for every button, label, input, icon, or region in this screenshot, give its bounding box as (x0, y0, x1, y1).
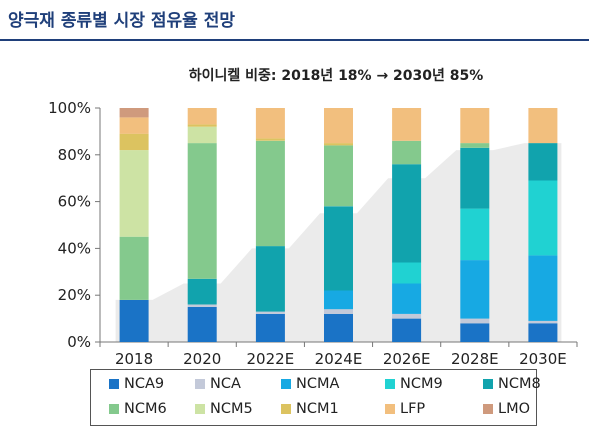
y-tick-label: 40% (58, 239, 91, 257)
bar-segment-nca9 (187, 306, 217, 342)
bar-segment-lfp (187, 108, 217, 125)
legend-label: NCM1 (296, 401, 339, 417)
legend-item-lmo: LMO (483, 401, 530, 417)
bar-segment-ncm1 (187, 124, 217, 127)
legend-item-lfp: LFP (385, 401, 425, 417)
bar-segment-lfp (392, 108, 422, 141)
bar-segment-nca9 (528, 323, 558, 342)
axes: 0% 20% 40% 60% 80% 100% 2018 2020 2022E 2024E 2026… (48, 99, 578, 368)
bar-segment-ncma (324, 290, 353, 310)
legend-swatch (195, 404, 205, 414)
bar-segment-ncm6 (255, 140, 285, 247)
y-tick-label: 60% (58, 193, 91, 211)
legend-swatch (385, 404, 395, 414)
bar-segment-lfp (460, 108, 490, 144)
legend-swatch (109, 404, 119, 414)
legend-label: NCMA (296, 376, 340, 392)
legend-label: NCM5 (210, 401, 253, 417)
legend-item-ncm6: NCM6 (109, 401, 167, 417)
bar-segment-ncm9 (392, 262, 422, 284)
legend-swatch (281, 379, 291, 389)
bar-segment-ncm8 (324, 206, 353, 291)
legend-label: NCM6 (124, 401, 167, 417)
bar-segment-ncm9 (528, 180, 558, 256)
x-tick-label: 2030E (519, 350, 567, 368)
bar-segment-ncma (460, 260, 490, 319)
chart-legend: NCA9 NCA NCMA NCM9 NCM8 NCM6 NCM5 NCM1 LFP LMO (90, 369, 541, 426)
bar-segment-ncm1 (255, 138, 285, 141)
bar-segment-ncm6 (324, 145, 353, 207)
bar-segment-ncm6 (392, 140, 422, 165)
legend-item-ncm5: NCM5 (195, 401, 253, 417)
chart-title: 하이니켈 비중: 2018년 18% → 2030년 85% (189, 67, 484, 84)
bar-segment-ncm1 (324, 143, 353, 146)
x-tick-label: 2024E (315, 350, 363, 368)
bar-segment-ncma (392, 283, 422, 314)
x-tick-label: 2022E (247, 350, 295, 368)
bar-segment-ncm8 (187, 278, 217, 305)
bar-segment-nca (255, 311, 285, 314)
legend-label: NCA (210, 376, 241, 392)
bar-segment-ncm9 (460, 208, 490, 261)
x-tick-label: 2026E (383, 350, 431, 368)
y-tick-label: 20% (58, 286, 91, 304)
y-tick-label: 100% (48, 99, 91, 117)
stacked-bar-chart: 하이니켈 비중: 2018년 18% → 2030년 85% 0% 20% 40% 6… (48, 67, 578, 368)
bar-segment-nca9 (119, 299, 149, 342)
legend-swatch (483, 379, 493, 389)
bar-segment-ncma (528, 255, 558, 321)
title-divider (0, 39, 589, 41)
x-tick-label: 2020 (183, 350, 221, 368)
bar-segment-nca9 (255, 313, 285, 342)
bar-segment-lfp (324, 108, 353, 144)
bar-segment-ncm5 (187, 126, 217, 144)
legend-item-ncma: NCMA (281, 376, 339, 392)
x-tick-label: 2028E (451, 350, 499, 368)
bar-segment-ncm6 (119, 236, 149, 300)
legend-item-ncm9: NCM9 (385, 376, 443, 392)
bar-segment-ncm5 (119, 150, 149, 237)
bar-segment-nca9 (460, 323, 490, 342)
bar-segment-ncm8 (528, 143, 558, 181)
bar-segment-ncm8 (255, 246, 285, 312)
bars (119, 108, 558, 342)
bar-segment-ncm6 (460, 143, 490, 148)
bar-segment-nca (528, 320, 558, 324)
y-tick-label: 0% (67, 333, 91, 351)
legend-item-ncm8: NCM8 (483, 376, 541, 392)
bar-segment-nca (324, 309, 353, 314)
legend-swatch (281, 404, 291, 414)
legend-swatch (109, 379, 119, 389)
legend-item-nca: NCA (195, 376, 241, 392)
legend-label: NCM8 (498, 376, 541, 392)
bar-segment-lfp (119, 117, 149, 134)
bar-segment-nca9 (324, 313, 353, 342)
legend-item-nca9: NCA9 (109, 376, 164, 392)
legend-label: LMO (498, 401, 531, 417)
legend-label: LFP (400, 401, 426, 417)
page-title: 양극재 종류별 시장 점유율 전망 (8, 11, 235, 31)
bar-segment-nca (460, 318, 490, 324)
bar-segment-nca9 (392, 318, 422, 342)
legend-item-ncm1: NCM1 (281, 401, 339, 417)
y-tick-label: 80% (58, 146, 91, 164)
legend-swatch (385, 379, 395, 389)
bar-segment-lfp (528, 108, 558, 144)
x-tick-label: 2018 (115, 350, 153, 368)
bar-segment-nca (187, 304, 217, 307)
legend-label: NCM9 (400, 376, 443, 392)
bar-segment-ncm8 (392, 164, 422, 263)
legend-swatch (195, 379, 205, 389)
legend-swatch (483, 404, 493, 414)
bar-segment-lmo (119, 108, 149, 118)
bar-segment-ncm6 (187, 143, 217, 279)
bar-segment-ncm8 (460, 147, 490, 209)
bar-segment-lfp (255, 108, 285, 139)
bar-segment-nca (392, 313, 422, 319)
legend-label: NCA9 (124, 376, 165, 392)
bar-segment-ncm1 (119, 133, 149, 151)
